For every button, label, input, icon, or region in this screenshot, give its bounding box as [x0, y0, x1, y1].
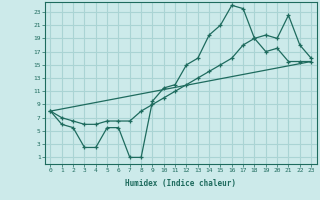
X-axis label: Humidex (Indice chaleur): Humidex (Indice chaleur)	[125, 179, 236, 188]
